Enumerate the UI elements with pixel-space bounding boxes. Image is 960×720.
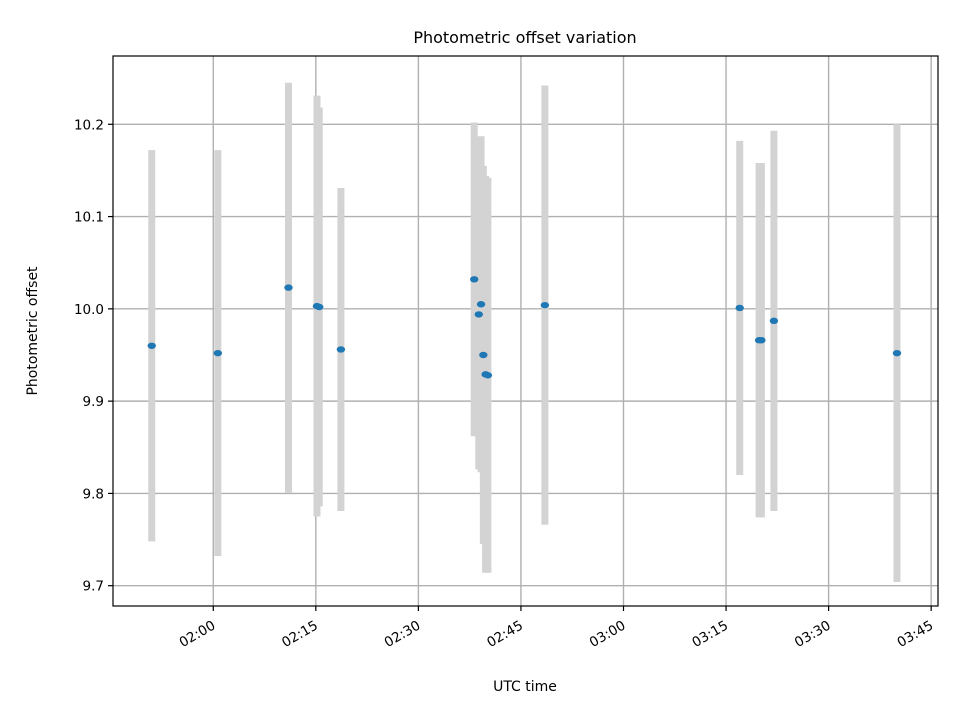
grid-lines: [113, 56, 938, 606]
y-tick-label: 10.0: [74, 302, 104, 318]
y-tick-label: 9.9: [83, 394, 104, 410]
data-point: [540, 301, 550, 309]
x-tick-label: 02:00: [177, 618, 219, 651]
data-point: [476, 301, 486, 308]
data-point: [284, 284, 293, 291]
x-tick-label: 02:45: [484, 618, 526, 651]
y-tick-label: 10.1: [74, 210, 104, 226]
plot-frame: [112, 55, 939, 607]
data-point: [892, 349, 902, 357]
data-points: [147, 276, 902, 379]
data-point: [336, 346, 346, 353]
y-tick-label: 9.8: [83, 486, 104, 502]
data-point: [213, 349, 223, 357]
error-bars: [148, 82, 901, 583]
x-axis-ticks: 02:00 02:15 02:30 02:45 03:00 03:15 03:30 03:45: [177, 606, 936, 651]
x-tick-label: 03:15: [689, 618, 731, 651]
data-point: [474, 311, 483, 318]
x-axis-label: UTC time: [493, 679, 557, 695]
data-point: [757, 337, 766, 344]
y-axis-ticks: 9.7 9.8 9.9 10.0 10.1 10.2: [74, 117, 113, 595]
data-point: [315, 303, 324, 311]
x-tick-label: 03:00: [587, 618, 629, 651]
chart-title: Photometric offset variation: [413, 28, 636, 47]
data-point: [147, 342, 156, 349]
y-tick-label: 10.2: [74, 117, 104, 133]
y-tick-label: 9.7: [83, 579, 104, 595]
y-axis-label: Photometric offset: [25, 266, 41, 396]
x-tick-label: 03:30: [792, 618, 834, 651]
data-point: [470, 276, 479, 283]
data-point: [735, 304, 744, 312]
x-tick-label: 02:15: [279, 618, 321, 651]
data-point: [479, 351, 488, 359]
x-tick-label: 02:30: [382, 618, 424, 651]
x-tick-label: 03:45: [894, 618, 936, 651]
data-point: [483, 372, 493, 379]
data-point: [769, 317, 779, 325]
